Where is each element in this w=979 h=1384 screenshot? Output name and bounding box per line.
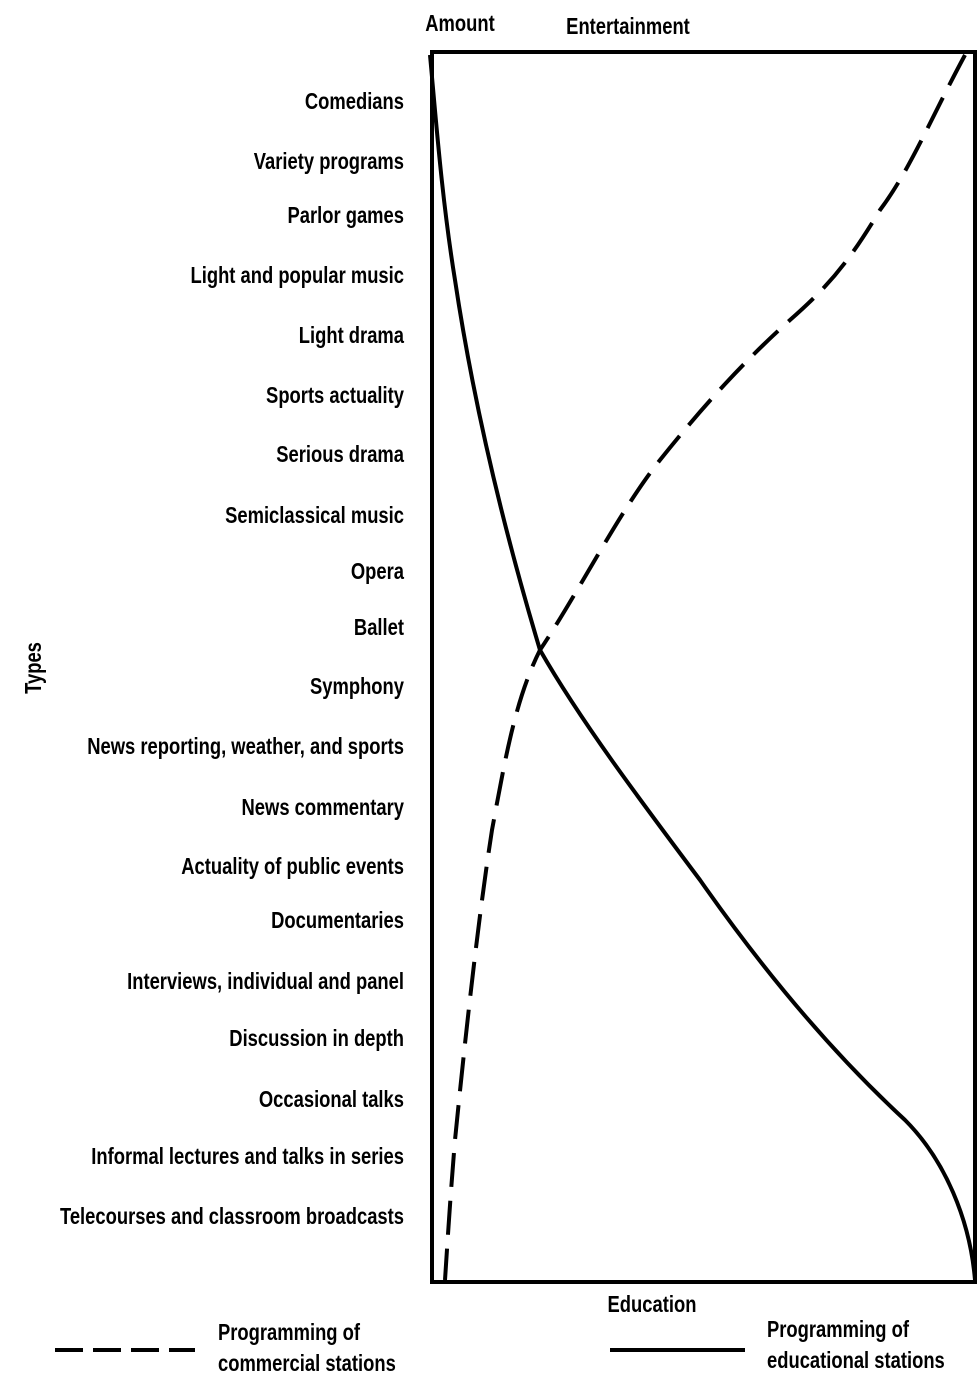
legend-text: commercial stations [218,1351,396,1376]
type-label: Informal lectures and talks in series [91,1144,404,1169]
type-label: Light and popular music [190,263,404,288]
type-label: Semiclassical music [225,503,404,528]
type-label: News commentary [242,795,405,820]
legend-text: educational stations [767,1348,945,1373]
type-labels: Comedians Variety programs Parlor games Lig… [60,89,404,1229]
education-label: Education [608,1292,697,1317]
educational-curve [428,54,977,1281]
type-label: Opera [351,559,405,584]
type-label: Symphony [310,674,404,699]
type-label: Light drama [299,323,405,348]
type-label: Telecourses and classroom broadcasts [60,1204,404,1229]
type-label: Variety programs [254,149,404,174]
type-label: Comedians [305,89,404,114]
legend-educational: Programming of educational stations [767,1317,945,1373]
type-label: Ballet [354,615,404,640]
frame [430,50,977,1284]
amount-label: Amount [425,11,495,36]
type-label: News reporting, weather, and sports [87,734,404,759]
type-label: Discussion in depth [229,1026,404,1051]
type-label: Actuality of public events [181,854,404,879]
type-label: Sports actuality [266,383,404,408]
entertainment-label: Entertainment [566,14,690,39]
commercial-curve [443,54,967,1281]
type-label: Parlor games [287,203,404,228]
legend-text: Programming of [767,1317,909,1342]
type-label: Interviews, individual and panel [127,969,404,994]
legend-text: Programming of [218,1320,360,1345]
legend-commercial: Programming of commercial stations [218,1320,396,1376]
type-label: Serious drama [276,442,404,467]
axis-title: Types [21,642,46,694]
type-label: Occasional talks [259,1087,404,1112]
type-label: Documentaries [271,908,404,933]
